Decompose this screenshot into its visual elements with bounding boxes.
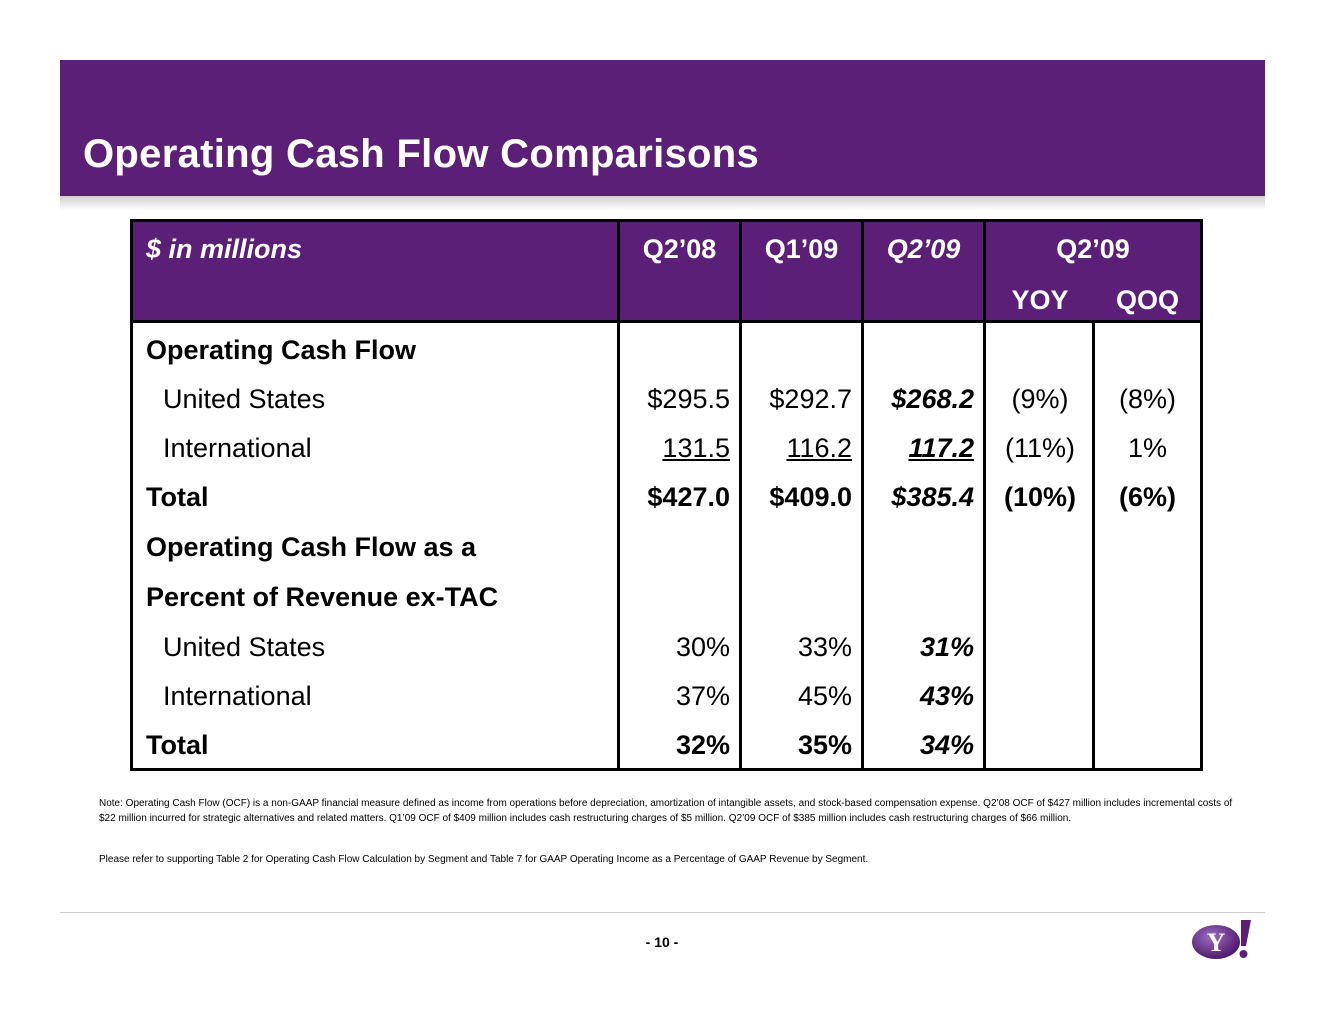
cell-value: 116.2 [786, 433, 852, 463]
row-label-intl: International [163, 433, 312, 463]
cell-q109: $292.7 [769, 384, 852, 414]
page-title: Operating Cash Flow Comparisons [83, 132, 760, 176]
section-heading-pct-cont: Percent of Revenue ex-TAC [146, 582, 499, 612]
footnote-text: Note: Operating Cash Flow (OCF) is a non… [99, 798, 1233, 824]
svg-text:Y: Y [1207, 928, 1226, 957]
section-heading-ocf: Operating Cash Flow [146, 335, 417, 365]
ocf-table: $ in millions Q2’08 Q1’09 Q2’09 Q2’09 YO… [130, 219, 1203, 771]
cell-q109: 45% [797, 681, 852, 711]
col-header-q209-group: Q2’09 [1056, 234, 1130, 264]
cell-q109: $409.0 [769, 482, 852, 512]
cell-q208: 32% [675, 730, 730, 760]
reference-note: Please refer to supporting Table 2 for O… [99, 854, 869, 865]
cell-qoq: 1% [1127, 433, 1168, 463]
cell-yoy: (10%) [1003, 482, 1077, 512]
row-label-us-pct: United States [163, 632, 326, 662]
cell-q109: 116.2 [742, 433, 852, 463]
cell-q208: 30% [675, 632, 730, 662]
col-header-q208: Q2’08 [642, 234, 717, 264]
cell-yoy: (9%) [1011, 384, 1069, 414]
page-number: - 10 - [645, 934, 679, 950]
cell-q208: 37% [675, 681, 730, 711]
column-divider [861, 222, 864, 768]
cell-qoq: (6%) [1118, 482, 1176, 512]
section-heading-pct: Operating Cash Flow as a [146, 532, 477, 562]
row-label-intl-pct: International [163, 681, 312, 711]
cell-q208: $295.5 [647, 384, 730, 414]
cell-value: 131.5 [662, 433, 730, 463]
cell-value: 117.2 [908, 433, 974, 463]
cell-q208: $427.0 [647, 482, 730, 512]
col-header-q209: Q2’09 [886, 234, 961, 264]
col-header-yoy: YOY [1011, 285, 1069, 315]
table-header-band [133, 222, 1200, 323]
title-banner [60, 60, 1265, 196]
row-label-us: United States [163, 384, 326, 414]
units-label: $ in millions [146, 234, 303, 264]
cell-q208: 131.5 [620, 433, 730, 463]
cell-q209: 34% [919, 730, 974, 760]
column-divider [739, 222, 742, 768]
cell-q209: 43% [919, 681, 974, 711]
cell-q109: 35% [797, 730, 852, 760]
cell-q209: 31% [919, 632, 974, 662]
cell-yoy: (11%) [1004, 433, 1076, 463]
col-header-q109: Q1’09 [764, 234, 839, 264]
column-divider [983, 222, 986, 768]
cell-q209: 117.2 [864, 433, 974, 463]
cell-q109: 33% [797, 632, 852, 662]
column-divider [1092, 323, 1095, 768]
column-divider [617, 222, 620, 768]
banner-shadow [60, 196, 1265, 210]
yahoo-logo: Y [1188, 916, 1256, 967]
cell-q209: $268.2 [891, 384, 974, 414]
cell-q209: $385.4 [891, 482, 974, 512]
footer-divider [60, 912, 1265, 913]
row-label-total: Total [146, 482, 209, 512]
yahoo-logo-icon: Y [1192, 920, 1251, 959]
row-label-total-pct: Total [146, 730, 209, 760]
cell-qoq: (8%) [1118, 384, 1176, 414]
col-header-qoq: QOQ [1115, 285, 1179, 315]
